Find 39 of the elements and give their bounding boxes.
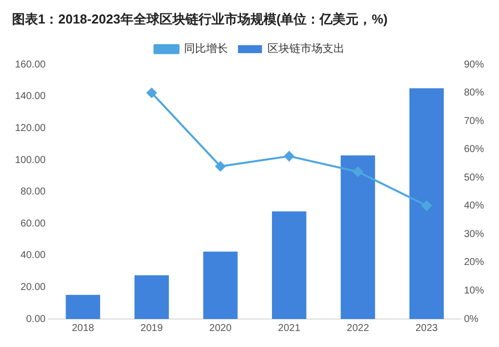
legend-label: 同比增长 [184,42,228,56]
y2-tick-label: 60% [464,144,484,156]
bar [409,88,444,319]
x-tick-label: 2021 [278,322,301,334]
point [422,200,432,211]
bar [134,275,169,319]
y2-tick-label: 0% [464,314,479,325]
x-tick-label: 2019 [140,322,164,334]
point [284,151,294,162]
x-tick-label: 2023 [415,322,438,334]
y2-tick-label: 70% [464,116,484,127]
point [146,88,157,98]
bar [340,155,376,319]
y2-tick-label: 80% [464,88,484,99]
bar [272,211,306,319]
y-tick-label: 40.00 [20,250,46,262]
bar [203,252,238,319]
x-tick-label: 2018 [72,322,95,334]
bar [66,294,100,319]
y2-tick-label: 40% [464,200,484,212]
y2-tick-label: 10% [464,285,484,296]
y-tick-label: 120.00 [14,122,46,134]
y-tick-label: 140.00 [14,91,46,102]
legend-label: 区块链市场支出 [268,42,344,56]
point [352,166,363,177]
y2-tick-label: 90% [464,59,484,70]
y2-tick-label: 50% [464,172,484,184]
y2-tick-label: 30% [464,228,484,240]
y-tick-label: 80.00 [20,186,46,198]
y2-tick-label: 20% [464,257,484,268]
point [215,161,226,172]
chart-title: 图表1：2018-2023年全球区块链行业市场规模(单位：亿美元，%) [12,11,388,26]
x-tick-label: 2020 [209,322,232,334]
x-tick-label: 2022 [346,322,370,334]
y-tick-label: 60.00 [20,218,46,230]
y-tick-label: 160.00 [14,59,46,70]
y-tick-label: 20.00 [20,282,46,293]
y-tick-label: 0.00 [26,314,46,325]
y-tick-label: 100.00 [14,154,46,166]
